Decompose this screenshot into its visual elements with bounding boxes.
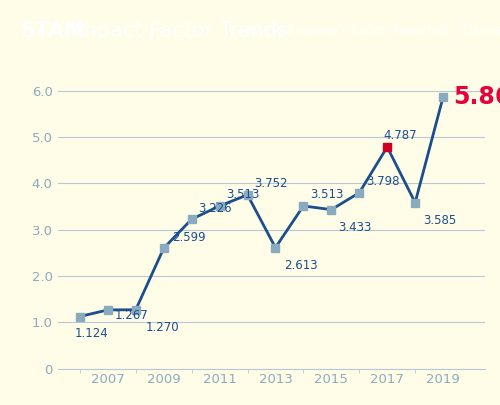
Text: By 2020 Journal Citation Reports® , Clarivate Analytics: By 2020 Journal Citation Reports® , Clar… [245, 24, 500, 37]
Text: STAM: STAM [20, 21, 84, 40]
Text: 2.599: 2.599 [172, 230, 206, 244]
Text: 1.267: 1.267 [114, 309, 148, 322]
Text: 3.433: 3.433 [338, 221, 372, 234]
Text: Impact Factor Trends: Impact Factor Trends [64, 21, 288, 40]
Text: 3.585: 3.585 [424, 214, 456, 227]
Text: 1.270: 1.270 [146, 321, 179, 334]
Text: 3.752: 3.752 [254, 177, 288, 190]
Text: 5.866: 5.866 [453, 85, 500, 109]
Text: 3.798: 3.798 [366, 175, 400, 188]
Text: 2.613: 2.613 [284, 259, 318, 272]
Text: 3.226: 3.226 [198, 202, 232, 215]
Text: 1.124: 1.124 [74, 327, 108, 340]
Text: 3.513: 3.513 [226, 188, 260, 201]
Text: 3.513: 3.513 [310, 188, 344, 201]
Text: 4.787: 4.787 [383, 129, 416, 143]
